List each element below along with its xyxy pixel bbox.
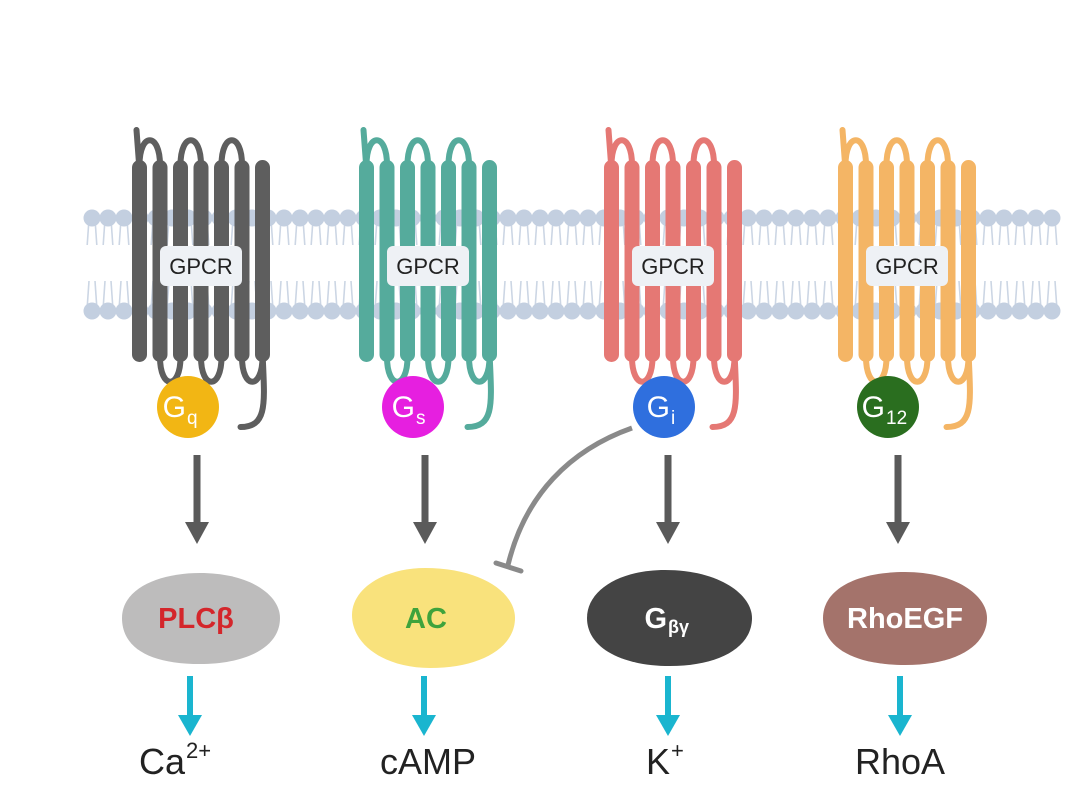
gpcr-label-box: GPCR (160, 246, 242, 286)
gpcr-label-box: GPCR (866, 246, 948, 286)
g-protein-sub-label: q (187, 408, 198, 429)
output-ca2: Ca 2+ (139, 738, 211, 782)
effector-label: RhoEGF (847, 603, 963, 635)
output-rhoa: RhoA (855, 741, 945, 782)
effector-plcb[interactable]: PLCβ (122, 573, 280, 664)
g-protein-gq[interactable]: G q (157, 376, 219, 438)
output-label: K (646, 741, 670, 782)
pathway-gs: GPCR G s AC cAMP (352, 127, 515, 782)
g-protein-main-label: G (647, 391, 670, 424)
activation-arrowhead (656, 522, 680, 544)
effector-ac[interactable]: AC (352, 568, 515, 668)
output-arrowhead (656, 715, 680, 736)
output-arrowhead (888, 715, 912, 736)
inhibition-bar (493, 560, 524, 574)
g-protein-main-label: G (392, 391, 415, 424)
output-arrowhead (178, 715, 202, 736)
g-protein-sub-label: s (416, 408, 426, 429)
gpcr-label: GPCR (169, 254, 233, 279)
pathway-gi: GPCR G i G βγ K + (587, 127, 752, 782)
effector-gbg[interactable]: G βγ (587, 570, 752, 666)
output-label: cAMP (380, 741, 476, 782)
gpcr-label-box: GPCR (632, 246, 714, 286)
pathway-g12: GPCR G 12 RhoEGF RhoA (823, 127, 987, 782)
activation-arrowhead (886, 522, 910, 544)
effector-label: PLCβ (158, 603, 234, 635)
output-label: RhoA (855, 741, 945, 782)
gi-inhibits-ac-line (505, 425, 633, 566)
effector-rhoegf[interactable]: RhoEGF (823, 572, 987, 665)
gpcr-label-box: GPCR (387, 246, 469, 286)
effector-label: G (644, 603, 667, 635)
g-protein-sub-label: i (671, 408, 675, 429)
g-protein-main-label: G (163, 391, 186, 424)
gpcr-label: GPCR (396, 254, 460, 279)
gpcr-label: GPCR (875, 254, 939, 279)
output-k: K + (646, 738, 684, 782)
g-protein-gs[interactable]: G s (382, 376, 444, 438)
gpcr-label: GPCR (641, 254, 705, 279)
g-protein-sub-label: 12 (886, 408, 907, 429)
output-arrowhead (412, 715, 436, 736)
g-protein-gi[interactable]: G i (633, 376, 695, 438)
output-superscript: + (671, 738, 684, 763)
g-protein-main-label: G (862, 391, 885, 424)
output-superscript: 2+ (186, 738, 211, 763)
activation-arrowhead (185, 522, 209, 544)
g-protein-g12[interactable]: G 12 (857, 376, 919, 438)
output-label: Ca (139, 741, 186, 782)
effector-label: AC (405, 603, 447, 635)
output-camp: cAMP (380, 741, 476, 782)
effector-sub-label: βγ (668, 617, 689, 637)
pathway-gq: GPCR G q PLCβ Ca 2+ (122, 127, 280, 782)
activation-arrowhead (413, 522, 437, 544)
